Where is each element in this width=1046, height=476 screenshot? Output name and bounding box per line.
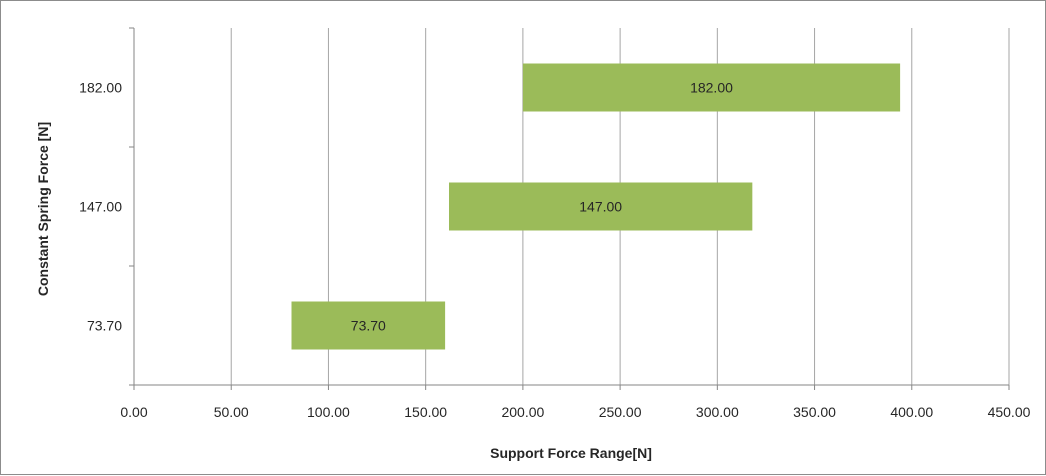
range-bar <box>291 301 446 350</box>
bar-spacer <box>135 182 449 232</box>
bar-data-label: 147.00 <box>579 199 622 215</box>
x-tick-label: 450.00 <box>988 404 1031 420</box>
bar-spacer <box>135 301 292 351</box>
x-tick-label: 150.00 <box>404 404 447 420</box>
x-tick-label: 400.00 <box>890 404 933 420</box>
bar-data-label: 73.70 <box>351 318 386 334</box>
x-axis-title: Support Force Range[N] <box>490 445 652 461</box>
x-tick-label: 350.00 <box>793 404 836 420</box>
range-bars <box>135 63 901 351</box>
y-tick-label: 182.00 <box>79 80 122 96</box>
x-tick-label: 100.00 <box>307 404 350 420</box>
y-tick-label: 73.70 <box>87 318 122 334</box>
axes <box>129 27 1010 390</box>
x-tick-label: 250.00 <box>599 404 642 420</box>
x-tick-label: 300.00 <box>696 404 739 420</box>
range-bar <box>449 182 753 231</box>
labels: 73.70 147.00 182.00 0.00 50.00 100.00 150.00 20… <box>79 80 1030 421</box>
bar-data-label: 182.00 <box>690 80 733 96</box>
x-tick-label: 200.00 <box>501 404 544 420</box>
range-bar <box>522 63 901 112</box>
x-tick-label: 0.00 <box>120 404 147 420</box>
y-axis-title: Constant Spring Force [N] <box>35 122 51 296</box>
y-tick-label: 147.00 <box>79 199 122 215</box>
x-tick-label: 50.00 <box>214 404 249 420</box>
